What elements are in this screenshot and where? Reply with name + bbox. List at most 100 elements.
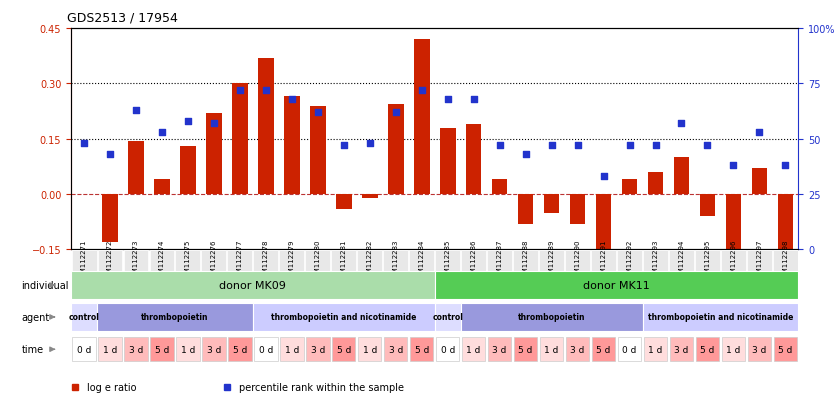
Text: GSM112291: GSM112291 xyxy=(600,240,607,282)
Text: 3 d: 3 d xyxy=(675,345,689,354)
Point xyxy=(675,121,688,127)
Text: 5 d: 5 d xyxy=(701,345,715,354)
Bar xyxy=(540,337,563,361)
Bar xyxy=(150,250,175,271)
Bar xyxy=(565,250,590,271)
Point xyxy=(623,143,636,150)
Text: individual: individual xyxy=(22,280,69,290)
Bar xyxy=(357,250,382,271)
Bar xyxy=(435,303,461,331)
Bar xyxy=(410,337,433,361)
Text: time: time xyxy=(22,344,43,354)
Bar xyxy=(206,114,222,195)
Point xyxy=(726,163,740,169)
Text: GSM112274: GSM112274 xyxy=(159,240,165,282)
Bar xyxy=(696,337,719,361)
Bar xyxy=(128,141,144,195)
Bar xyxy=(253,250,278,271)
Bar xyxy=(72,250,96,271)
Text: GSM112281: GSM112281 xyxy=(341,240,347,282)
Text: 5 d: 5 d xyxy=(596,345,611,354)
Text: donor MK11: donor MK11 xyxy=(584,280,650,290)
Bar xyxy=(310,106,325,195)
Text: 1 d: 1 d xyxy=(363,345,377,354)
Bar xyxy=(622,180,637,195)
Bar xyxy=(618,337,641,361)
Point xyxy=(181,119,195,125)
Text: 1 d: 1 d xyxy=(726,345,741,354)
Point xyxy=(207,121,221,127)
Text: GSM112296: GSM112296 xyxy=(731,240,737,282)
Bar xyxy=(227,250,252,271)
Bar xyxy=(306,337,329,361)
Text: GSM112273: GSM112273 xyxy=(133,240,139,282)
Bar xyxy=(362,195,378,198)
Bar xyxy=(466,125,482,195)
Text: thrombopoietin and nicotinamide: thrombopoietin and nicotinamide xyxy=(271,313,416,322)
Point xyxy=(467,96,481,103)
Point xyxy=(571,143,584,150)
Bar xyxy=(440,128,456,195)
Text: GSM112276: GSM112276 xyxy=(211,240,217,282)
Bar xyxy=(643,303,798,331)
Text: 1 d: 1 d xyxy=(649,345,663,354)
Text: 3 d: 3 d xyxy=(129,345,143,354)
Bar xyxy=(98,250,123,271)
Bar xyxy=(700,195,716,217)
Bar xyxy=(747,250,772,271)
Text: GSM112288: GSM112288 xyxy=(522,240,528,282)
Bar xyxy=(202,337,226,361)
Text: GDS2513 / 17954: GDS2513 / 17954 xyxy=(67,12,178,25)
Bar xyxy=(252,303,435,331)
Bar xyxy=(150,337,174,361)
Bar xyxy=(71,271,435,299)
Bar xyxy=(517,195,533,224)
Bar xyxy=(726,195,742,265)
Bar xyxy=(777,195,793,268)
Bar xyxy=(410,250,434,271)
Bar xyxy=(331,250,356,271)
Bar xyxy=(644,337,667,361)
Bar xyxy=(414,40,430,195)
Text: GSM112297: GSM112297 xyxy=(757,240,762,282)
Point xyxy=(389,109,402,116)
Point xyxy=(649,143,662,150)
Text: 1 d: 1 d xyxy=(466,345,481,354)
Text: GSM112293: GSM112293 xyxy=(653,240,659,282)
Bar xyxy=(435,271,798,299)
Point xyxy=(545,143,558,150)
Text: GSM112282: GSM112282 xyxy=(367,240,373,282)
Bar xyxy=(305,250,330,271)
Text: GSM112283: GSM112283 xyxy=(393,240,399,282)
Bar xyxy=(436,337,460,361)
Bar xyxy=(514,337,538,361)
Bar xyxy=(747,337,771,361)
Bar xyxy=(201,250,227,271)
Text: GSM112286: GSM112286 xyxy=(471,240,477,282)
Bar xyxy=(228,337,252,361)
Point xyxy=(441,96,455,103)
Bar xyxy=(669,250,694,271)
Text: 3 d: 3 d xyxy=(752,345,767,354)
Text: 0 d: 0 d xyxy=(258,345,273,354)
Bar xyxy=(180,147,196,195)
Bar xyxy=(513,250,538,271)
Point xyxy=(701,143,714,150)
Bar xyxy=(670,337,693,361)
Text: GSM112298: GSM112298 xyxy=(782,240,788,282)
Point xyxy=(519,152,533,158)
Text: thrombopoietin: thrombopoietin xyxy=(517,313,585,322)
Text: GSM112284: GSM112284 xyxy=(419,240,425,282)
Text: agent: agent xyxy=(22,312,49,322)
Bar xyxy=(617,250,642,271)
Bar xyxy=(254,337,278,361)
Text: GSM112278: GSM112278 xyxy=(263,240,269,282)
Bar xyxy=(388,104,404,195)
Text: control: control xyxy=(432,313,463,322)
Bar xyxy=(461,250,487,271)
Bar xyxy=(643,250,668,271)
Bar xyxy=(99,337,122,361)
Text: GSM112292: GSM112292 xyxy=(626,240,633,282)
Text: GSM112289: GSM112289 xyxy=(548,240,554,282)
Point xyxy=(311,109,324,116)
